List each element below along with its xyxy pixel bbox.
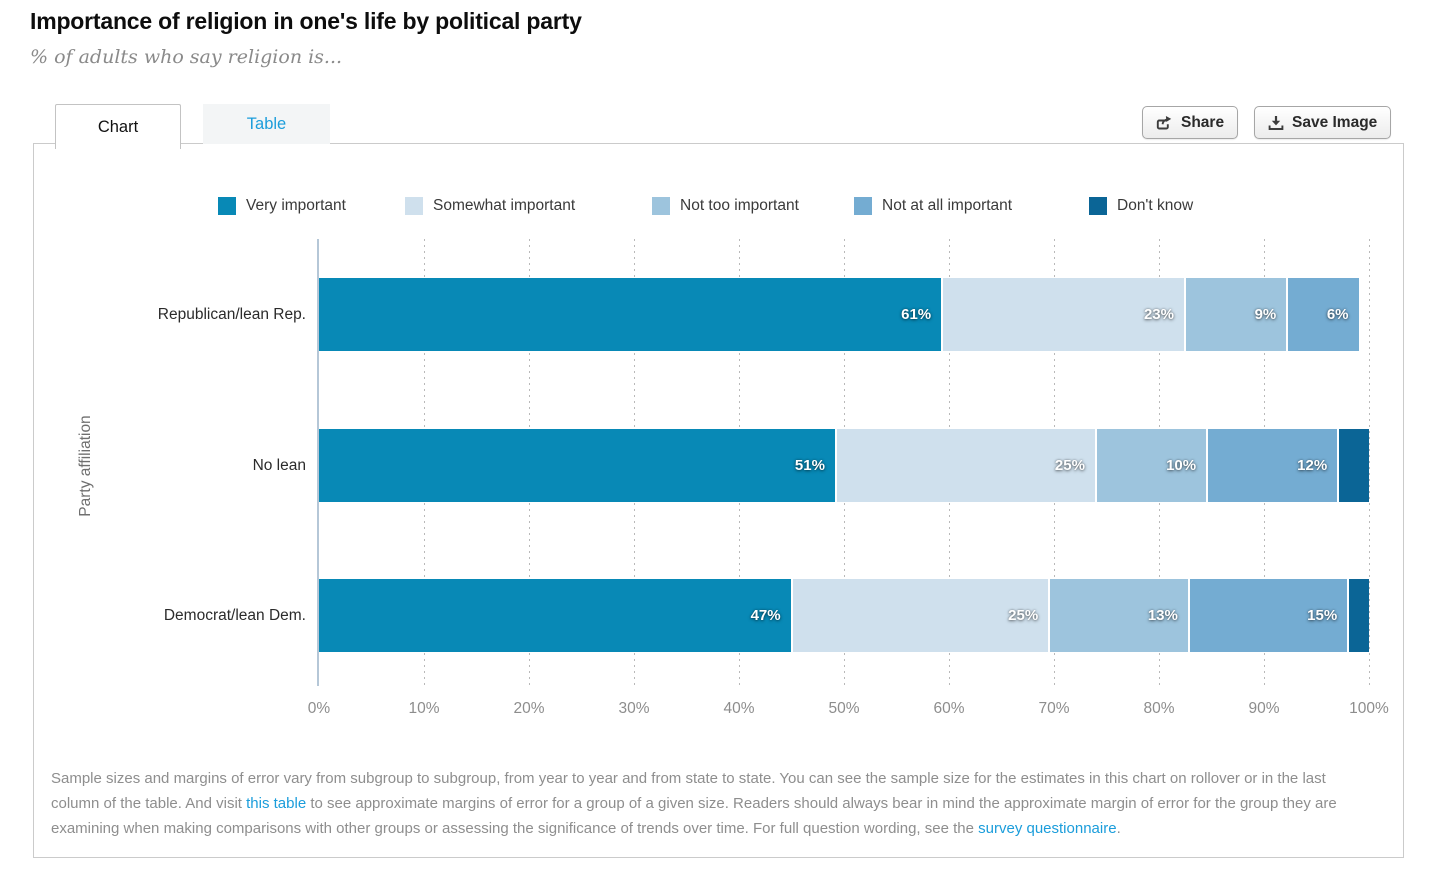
x-axis-tick-label: 80% xyxy=(1143,700,1175,717)
tab-chart[interactable]: Chart xyxy=(55,104,181,149)
page-title: Importance of religion in one's life by … xyxy=(30,8,582,34)
download-icon xyxy=(1268,115,1284,131)
bar-segment[interactable]: 47% xyxy=(319,579,791,652)
footnote-text: . xyxy=(1116,820,1121,837)
bar-segment[interactable] xyxy=(1337,429,1370,502)
x-axis-tick-label: 10% xyxy=(408,700,440,717)
x-axis-tick-label: 30% xyxy=(618,700,650,717)
plot-area: 0% 10% 20% 30% 40% 50% 60% 70% 80% 90% 100% Republi… xyxy=(158,239,1389,717)
footnote-text: to see approximate margins of error for … xyxy=(51,795,1337,837)
legend-item: Not at all important xyxy=(854,197,1012,215)
bar-segment[interactable]: 6% xyxy=(1286,278,1359,351)
bar-segment[interactable]: 51% xyxy=(319,429,835,502)
page-subtitle: % of adults who say religion is... xyxy=(30,46,343,68)
save-image-button-label: Save Image xyxy=(1292,113,1378,131)
segment-value-label: 13% xyxy=(1147,607,1178,624)
category-label: No lean xyxy=(252,457,306,474)
segment-value-label: 23% xyxy=(1143,306,1174,323)
bar-segment[interactable]: 61% xyxy=(319,278,942,351)
save-image-button[interactable]: Save Image xyxy=(1254,106,1392,139)
legend-label: Somewhat important xyxy=(433,197,576,214)
legend-swatch xyxy=(854,197,872,215)
chart-panel: Very important Somewhat important Not too … xyxy=(33,143,1404,858)
bar-segment[interactable]: 10% xyxy=(1094,429,1207,502)
x-axis-tick-label: 40% xyxy=(723,700,755,717)
segment-value-label: 15% xyxy=(1307,607,1338,624)
tab-table[interactable]: Table xyxy=(203,104,330,144)
x-axis-tick-label: 20% xyxy=(513,700,545,717)
legend-item: Very important xyxy=(218,197,346,215)
footnote: Sample sizes and margins of error vary f… xyxy=(51,766,1373,841)
survey-questionnaire-link[interactable]: survey questionnaire xyxy=(978,820,1117,837)
tab-chart-label: Chart xyxy=(97,117,139,136)
legend-swatch xyxy=(405,197,423,215)
segment-value-label: 25% xyxy=(1054,457,1085,474)
segment-value-label: 10% xyxy=(1166,457,1197,474)
category-label: Democrat/lean Dem. xyxy=(163,607,306,624)
this-table-link[interactable]: this table xyxy=(246,795,307,812)
bar-segment[interactable]: 23% xyxy=(941,278,1184,351)
legend-swatch xyxy=(218,197,236,215)
footnote-text: Sample sizes and margins of error vary f… xyxy=(51,770,1326,812)
gridline xyxy=(1369,239,1370,686)
bar-segment[interactable]: 9% xyxy=(1183,278,1287,351)
bar-segment[interactable]: 13% xyxy=(1048,579,1188,652)
x-axis-tick-label: 90% xyxy=(1248,700,1280,717)
legend-label: Don't know xyxy=(1117,197,1194,214)
segment-value-label: 47% xyxy=(750,607,781,624)
stacked-bar: 47% 25% 13% 15% xyxy=(319,579,1370,652)
tab-table-label: Table xyxy=(246,114,287,133)
segment-value-label: 12% xyxy=(1297,457,1328,474)
share-button[interactable]: Share xyxy=(1142,106,1239,139)
segment-value-label: 6% xyxy=(1326,306,1349,323)
segment-value-label: 51% xyxy=(794,457,825,474)
legend-label: Very important xyxy=(246,197,346,214)
stacked-bar: 51% 25% 10% 12% xyxy=(319,429,1370,502)
x-axis-tick-label: 50% xyxy=(828,700,860,717)
x-axis-tick-label: 70% xyxy=(1038,700,1070,717)
share-button-label: Share xyxy=(1181,113,1225,131)
legend-swatch xyxy=(1089,197,1107,215)
legend-item: Not too important xyxy=(652,197,799,215)
x-axis-tick-label: 0% xyxy=(307,700,331,717)
bar-segment[interactable]: 25% xyxy=(790,579,1049,652)
bar-segment[interactable]: 25% xyxy=(834,429,1095,502)
bar-segment[interactable]: 12% xyxy=(1206,429,1338,502)
segment-value-label: 25% xyxy=(1008,607,1039,624)
stacked-bar: 61% 23% 9% 6% xyxy=(319,278,1359,351)
legend-label: Not too important xyxy=(680,197,799,214)
bar-segment[interactable] xyxy=(1347,579,1370,652)
legend-swatch xyxy=(652,197,670,215)
category-label: Republican/lean Rep. xyxy=(157,306,306,323)
x-axis-tick-label: 100% xyxy=(1349,700,1389,717)
legend-item: Don't know xyxy=(1089,197,1193,215)
segment-value-label: 61% xyxy=(901,306,932,323)
segment-value-label: 9% xyxy=(1254,306,1277,323)
x-axis-tick-label: 60% xyxy=(933,700,965,717)
share-export-icon xyxy=(1156,115,1173,131)
legend-item: Somewhat important xyxy=(405,197,575,215)
legend-label: Not at all important xyxy=(882,197,1013,214)
bar-segment[interactable]: 15% xyxy=(1187,579,1348,652)
